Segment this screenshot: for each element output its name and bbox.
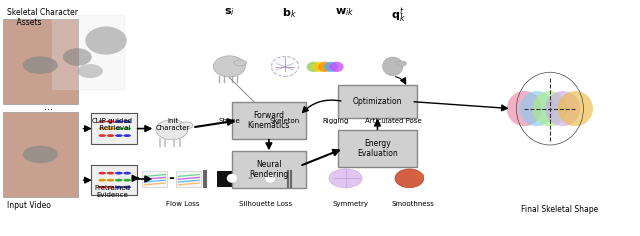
Text: -: - (168, 171, 174, 185)
Ellipse shape (234, 60, 246, 66)
Circle shape (107, 186, 115, 189)
Text: Pretrained
Evidence: Pretrained Evidence (95, 185, 131, 198)
Circle shape (115, 172, 123, 175)
Circle shape (124, 179, 131, 181)
FancyBboxPatch shape (255, 171, 285, 187)
Circle shape (99, 172, 106, 175)
Text: Forward
Kinematics: Forward Kinematics (248, 111, 290, 130)
Text: $\mathbf{w}_{ik}$: $\mathbf{w}_{ik}$ (335, 7, 354, 18)
Circle shape (115, 186, 123, 189)
Circle shape (124, 134, 131, 137)
FancyBboxPatch shape (232, 101, 306, 139)
Text: Energy
Evaluation: Energy Evaluation (357, 139, 398, 158)
Ellipse shape (520, 91, 555, 126)
FancyBboxPatch shape (3, 19, 78, 104)
FancyBboxPatch shape (337, 130, 417, 167)
Circle shape (124, 186, 131, 189)
FancyBboxPatch shape (337, 85, 417, 118)
Circle shape (99, 186, 106, 189)
FancyBboxPatch shape (232, 151, 306, 188)
Text: Skeletal Character
    Assets: Skeletal Character Assets (7, 8, 78, 27)
FancyBboxPatch shape (92, 165, 138, 195)
Text: Symmetry: Symmetry (333, 201, 369, 207)
Ellipse shape (413, 173, 424, 178)
Text: Flow Loss: Flow Loss (166, 201, 200, 207)
Text: $\mathbf{s}_i$: $\mathbf{s}_i$ (224, 7, 235, 18)
Circle shape (107, 120, 115, 123)
Circle shape (115, 134, 123, 137)
Circle shape (107, 134, 115, 137)
Ellipse shape (156, 120, 188, 140)
Ellipse shape (558, 91, 593, 126)
Ellipse shape (307, 62, 321, 72)
Circle shape (99, 120, 106, 123)
Text: Smoothness: Smoothness (391, 201, 434, 207)
Text: Articulated Pose: Articulated Pose (365, 118, 422, 124)
FancyBboxPatch shape (216, 171, 247, 187)
Circle shape (115, 179, 123, 181)
Circle shape (107, 179, 115, 181)
Ellipse shape (397, 61, 406, 66)
Ellipse shape (23, 146, 58, 163)
Ellipse shape (179, 122, 193, 129)
Circle shape (115, 120, 123, 123)
Text: Neural
Rendering: Neural Rendering (250, 160, 289, 179)
Circle shape (115, 127, 123, 130)
FancyBboxPatch shape (92, 113, 138, 144)
Ellipse shape (324, 62, 338, 72)
Circle shape (107, 172, 115, 175)
FancyBboxPatch shape (3, 112, 78, 197)
Ellipse shape (507, 91, 542, 126)
Text: -: - (247, 172, 252, 185)
Ellipse shape (85, 26, 127, 55)
Text: Silhouette Loss: Silhouette Loss (239, 201, 292, 207)
Circle shape (99, 179, 106, 181)
Text: Init
Character: Init Character (156, 118, 190, 131)
Circle shape (99, 127, 106, 130)
Circle shape (107, 127, 115, 130)
Ellipse shape (532, 91, 568, 126)
Text: Final Skeletal Shape: Final Skeletal Shape (521, 205, 598, 214)
Ellipse shape (312, 62, 326, 72)
Text: $\mathbf{q}_k^t$: $\mathbf{q}_k^t$ (390, 7, 405, 25)
Circle shape (124, 120, 131, 123)
Ellipse shape (63, 48, 92, 66)
Circle shape (99, 134, 106, 137)
FancyBboxPatch shape (143, 171, 167, 187)
Text: Input Video: Input Video (7, 201, 51, 210)
Text: Shape: Shape (218, 118, 240, 124)
Ellipse shape (545, 91, 580, 126)
Ellipse shape (395, 169, 424, 188)
Ellipse shape (227, 174, 237, 183)
Text: ...: ... (44, 102, 53, 112)
Ellipse shape (265, 174, 275, 183)
Ellipse shape (330, 62, 344, 72)
FancyBboxPatch shape (52, 15, 125, 90)
Ellipse shape (383, 57, 403, 76)
Text: Skeleton: Skeleton (269, 118, 300, 124)
Circle shape (124, 172, 131, 175)
Ellipse shape (329, 169, 362, 188)
FancyBboxPatch shape (176, 171, 200, 187)
Ellipse shape (318, 62, 332, 72)
Ellipse shape (213, 56, 245, 77)
Text: Optimization: Optimization (353, 97, 402, 106)
Ellipse shape (23, 56, 58, 74)
Ellipse shape (77, 64, 103, 78)
Circle shape (124, 127, 131, 130)
Text: Rigging: Rigging (323, 118, 349, 124)
Text: CLIP-guided
  Retrieval: CLIP-guided Retrieval (92, 118, 133, 131)
Text: $\mathbf{b}_k$: $\mathbf{b}_k$ (282, 7, 297, 20)
